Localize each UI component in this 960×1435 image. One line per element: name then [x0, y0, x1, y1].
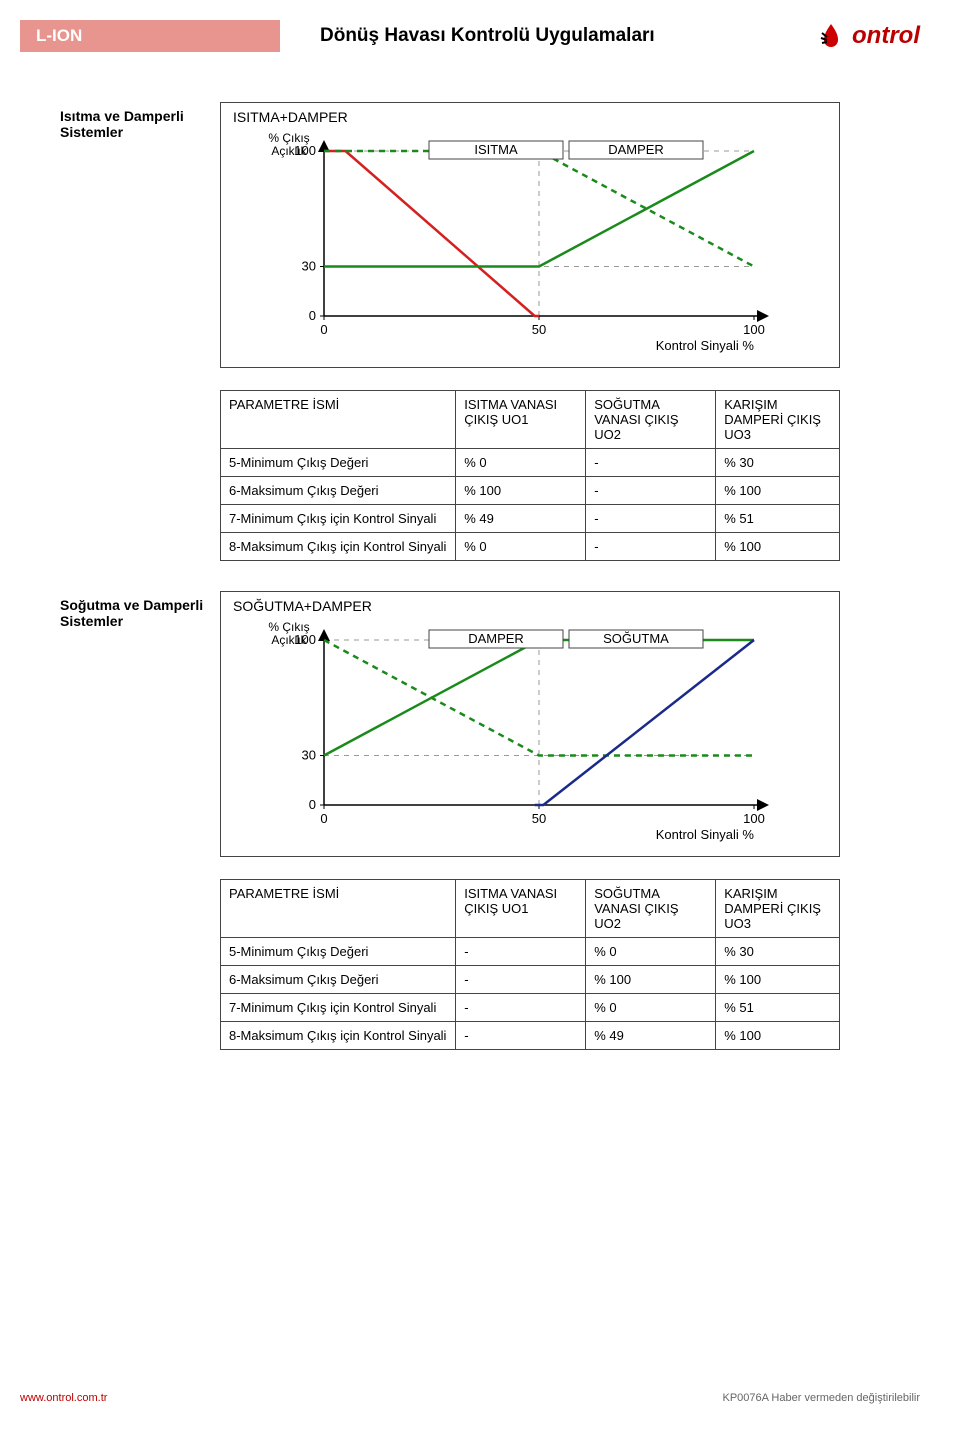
table-cell: 6-Maksimum Çıkış Değeri: [221, 966, 456, 994]
table-row: 7-Minimum Çıkış için Kontrol Sinyali% 49…: [221, 505, 840, 533]
page-title: Dönüş Havası Kontrolü Uygulamaları: [320, 25, 816, 47]
table-cell: % 49: [586, 1022, 716, 1050]
product-tag: L-ION: [20, 20, 280, 52]
x-tick-label: 100: [743, 322, 765, 337]
chart-svg: 100300% ÇıkışAçıklık050100Kontrol Sinyal…: [229, 131, 809, 356]
y-axis-label: % Çıkış: [268, 620, 309, 634]
table-row: 8-Maksimum Çıkış için Kontrol Sinyali% 0…: [221, 533, 840, 561]
table-cell: -: [456, 938, 586, 966]
footer-url: www.ontrol.com.tr: [20, 1392, 107, 1404]
table-header: SOĞUTMA VANASI ÇIKIŞ UO2: [586, 880, 716, 938]
legend-label: SOĞUTMA: [603, 631, 669, 646]
table-row: 7-Minimum Çıkış için Kontrol Sinyali-% 0…: [221, 994, 840, 1022]
chart-svg: 100300% ÇıkışAçıklık050100Kontrol Sinyal…: [229, 620, 809, 845]
section-block: Isıtma ve Damperli Sistemler ISITMA+DAMPE…: [20, 102, 920, 561]
table-cell: 8-Maksimum Çıkış için Kontrol Sinyali: [221, 1022, 456, 1050]
y-tick-label: 30: [302, 748, 316, 763]
chart-series: [324, 151, 754, 267]
table-row: 8-Maksimum Çıkış için Kontrol Sinyali-% …: [221, 1022, 840, 1050]
chart-title: ISITMA+DAMPER: [229, 107, 831, 131]
table-header: PARAMETRE İSMİ: [221, 391, 456, 449]
table-cell: -: [586, 449, 716, 477]
page-header: L-ION Dönüş Havası Kontrolü Uygulamaları…: [20, 20, 920, 52]
x-tick-label: 0: [320, 811, 327, 826]
chart-series: [324, 151, 754, 267]
legend-label: DAMPER: [468, 631, 524, 646]
table-cell: % 0: [456, 449, 586, 477]
y-axis-label: % Çıkış: [268, 131, 309, 145]
table-header: KARIŞIM DAMPERİ ÇIKIŞ UO3: [716, 880, 840, 938]
brand-logo: ontrol: [816, 21, 920, 51]
table-header: PARAMETRE İSMİ: [221, 880, 456, 938]
table-cell: -: [456, 1022, 586, 1050]
x-tick-label: 50: [532, 322, 546, 337]
table-header: KARIŞIM DAMPERİ ÇIKIŞ UO3: [716, 391, 840, 449]
table-cell: % 0: [586, 938, 716, 966]
x-axis-label: Kontrol Sinyali %: [656, 827, 755, 842]
table-cell: % 100: [716, 1022, 840, 1050]
table-cell: % 100: [456, 477, 586, 505]
y-tick-label: 30: [302, 259, 316, 274]
table-cell: 7-Minimum Çıkış için Kontrol Sinyali: [221, 505, 456, 533]
table-header: ISITMA VANASI ÇIKIŞ UO1: [456, 880, 586, 938]
table-row: 5-Minimum Çıkış Değeri% 0-% 30: [221, 449, 840, 477]
table-cell: -: [456, 966, 586, 994]
legend-label: DAMPER: [608, 142, 664, 157]
parameter-table: PARAMETRE İSMİISITMA VANASI ÇIKIŞ UO1SOĞ…: [220, 390, 840, 561]
page-footer: www.ontrol.com.tr KP0076A Haber vermeden…: [20, 1392, 920, 1404]
table-cell: % 100: [716, 533, 840, 561]
table-header: ISITMA VANASI ÇIKIŞ UO1: [456, 391, 586, 449]
flame-icon: [816, 21, 846, 51]
section-side-label: Soğutma ve Damperli Sistemler: [20, 591, 220, 629]
chart-series: [535, 640, 754, 805]
table-cell: % 30: [716, 449, 840, 477]
x-tick-label: 100: [743, 811, 765, 826]
table-cell: % 100: [586, 966, 716, 994]
logo-text: ontrol: [852, 22, 920, 50]
table-cell: % 100: [716, 966, 840, 994]
y-axis-label: Açıklık: [271, 633, 307, 647]
table-cell: 5-Minimum Çıkış Değeri: [221, 449, 456, 477]
table-row: 6-Maksimum Çıkış Değeri% 100-% 100: [221, 477, 840, 505]
y-tick-label: 0: [309, 308, 316, 323]
table-header: SOĞUTMA VANASI ÇIKIŞ UO2: [586, 391, 716, 449]
parameter-table: PARAMETRE İSMİISITMA VANASI ÇIKIŞ UO1SOĞ…: [220, 879, 840, 1050]
table-cell: % 30: [716, 938, 840, 966]
chart-frame: SOĞUTMA+DAMPER100300% ÇıkışAçıklık050100…: [220, 591, 840, 857]
chart-series: [324, 640, 754, 756]
table-row: 6-Maksimum Çıkış Değeri-% 100% 100: [221, 966, 840, 994]
y-axis-label: Açıklık: [271, 144, 307, 158]
table-cell: % 51: [716, 505, 840, 533]
section-content: ISITMA+DAMPER100300% ÇıkışAçıklık050100K…: [220, 102, 840, 561]
table-cell: -: [586, 533, 716, 561]
section-block: Soğutma ve Damperli Sistemler SOĞUTMA+DAM…: [20, 591, 920, 1050]
y-tick-label: 0: [309, 797, 316, 812]
table-cell: % 0: [456, 533, 586, 561]
table-cell: 5-Minimum Çıkış Değeri: [221, 938, 456, 966]
chart-series: [324, 151, 539, 316]
table-cell: -: [456, 994, 586, 1022]
section-side-label: Isıtma ve Damperli Sistemler: [20, 102, 220, 140]
legend-label: ISITMA: [474, 142, 518, 157]
table-cell: % 49: [456, 505, 586, 533]
table-cell: 8-Maksimum Çıkış için Kontrol Sinyali: [221, 533, 456, 561]
table-row: 5-Minimum Çıkış Değeri-% 0% 30: [221, 938, 840, 966]
x-tick-label: 0: [320, 322, 327, 337]
table-cell: -: [586, 505, 716, 533]
section-content: SOĞUTMA+DAMPER100300% ÇıkışAçıklık050100…: [220, 591, 840, 1050]
chart-frame: ISITMA+DAMPER100300% ÇıkışAçıklık050100K…: [220, 102, 840, 368]
chart-series: [324, 640, 754, 756]
chart-title: SOĞUTMA+DAMPER: [229, 596, 831, 620]
table-cell: 7-Minimum Çıkış için Kontrol Sinyali: [221, 994, 456, 1022]
x-axis-label: Kontrol Sinyali %: [656, 338, 755, 353]
x-tick-label: 50: [532, 811, 546, 826]
footer-docref: KP0076A Haber vermeden değiştirilebilir: [723, 1392, 921, 1404]
table-cell: 6-Maksimum Çıkış Değeri: [221, 477, 456, 505]
table-cell: -: [586, 477, 716, 505]
table-cell: % 100: [716, 477, 840, 505]
table-cell: % 51: [716, 994, 840, 1022]
table-cell: % 0: [586, 994, 716, 1022]
